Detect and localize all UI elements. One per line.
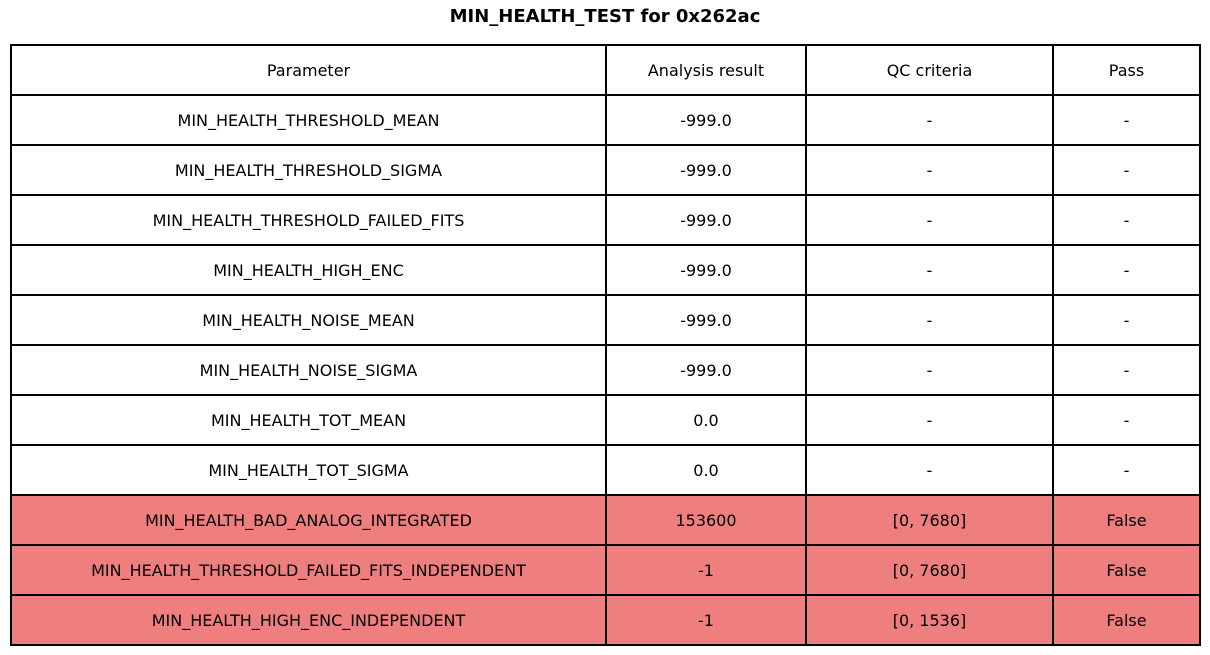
analysis-result-cell: -1 [605, 544, 807, 596]
qc-criteria-cell: [0, 7680] [805, 494, 1054, 546]
parameter-cell: MIN_HEALTH_TOT_SIGMA [10, 444, 607, 496]
qc-criteria-cell: [0, 1536] [805, 594, 1054, 646]
parameter-cell: MIN_HEALTH_THRESHOLD_FAILED_FITS_INDEPEN… [10, 544, 607, 596]
analysis-result-cell: 0.0 [605, 394, 807, 446]
analysis-result-cell: -999.0 [605, 244, 807, 296]
column-header-qc-criteria: QC criteria [805, 44, 1054, 96]
qc-criteria-cell: - [805, 194, 1054, 246]
analysis-result-cell: -999.0 [605, 194, 807, 246]
table-row: MIN_HEALTH_THRESHOLD_FAILED_FITS -999.0- - [10, 194, 1201, 246]
pass-cell: - [1052, 344, 1201, 396]
page-title: MIN_HEALTH_TEST for 0x262ac [449, 6, 761, 27]
parameter-cell: MIN_HEALTH_NOISE_SIGMA [10, 344, 607, 396]
table-row: MIN_HEALTH_HIGH_ENC -999.0- - [10, 244, 1201, 296]
table-row: MIN_HEALTH_NOISE_MEAN -999.0- - [10, 294, 1201, 346]
analysis-result-cell: 153600 [605, 494, 807, 546]
parameter-cell: MIN_HEALTH_THRESHOLD_FAILED_FITS [10, 194, 607, 246]
pass-cell: False [1052, 594, 1201, 646]
qc-criteria-cell: - [805, 444, 1054, 496]
parameter-cell: MIN_HEALTH_NOISE_MEAN [10, 294, 607, 346]
pass-cell: - [1052, 294, 1201, 346]
table-row: MIN_HEALTH_BAD_ANALOG_INTEGRATED 153600 [0… [10, 494, 1201, 546]
analysis-result-cell: -999.0 [605, 144, 807, 196]
qc-criteria-cell: - [805, 394, 1054, 446]
table-header: Parameter Analysis result QC criteria Pa… [10, 44, 1201, 96]
parameter-cell: MIN_HEALTH_THRESHOLD_MEAN [10, 94, 607, 146]
qc-criteria-cell: - [805, 344, 1054, 396]
table-row: MIN_HEALTH_THRESHOLD_MEAN -999.0- - [10, 94, 1201, 146]
qc-criteria-cell: - [805, 294, 1054, 346]
pass-cell: False [1052, 494, 1201, 546]
qc-criteria-cell: - [805, 94, 1054, 146]
table-row: MIN_HEALTH_HIGH_ENC_INDEPENDENT -1 [0, 153… [10, 594, 1201, 646]
column-header-analysis-result: Analysis result [605, 44, 807, 96]
analysis-result-cell: 0.0 [605, 444, 807, 496]
pass-cell: - [1052, 144, 1201, 196]
pass-cell: - [1052, 94, 1201, 146]
table-row: MIN_HEALTH_THRESHOLD_FAILED_FITS_INDEPEN… [10, 544, 1201, 596]
analysis-result-cell: -999.0 [605, 344, 807, 396]
column-header-parameter: Parameter [10, 44, 607, 96]
parameter-cell: MIN_HEALTH_BAD_ANALOG_INTEGRATED [10, 494, 607, 546]
qc-criteria-cell: [0, 7680] [805, 544, 1054, 596]
header-row: Parameter Analysis result QC criteria Pa… [10, 44, 1201, 96]
pass-cell: - [1052, 444, 1201, 496]
column-header-pass: Pass [1052, 44, 1201, 96]
analysis-result-cell: -999.0 [605, 294, 807, 346]
table-row: MIN_HEALTH_NOISE_SIGMA -999.0- - [10, 344, 1201, 396]
qc-criteria-cell: - [805, 244, 1054, 296]
analysis-result-cell: -999.0 [605, 94, 807, 146]
pass-cell: - [1052, 244, 1201, 296]
pass-cell: False [1052, 544, 1201, 596]
parameter-cell: MIN_HEALTH_HIGH_ENC_INDEPENDENT [10, 594, 607, 646]
pass-cell: - [1052, 194, 1201, 246]
parameter-cell: MIN_HEALTH_HIGH_ENC [10, 244, 607, 296]
table-row: MIN_HEALTH_TOT_MEAN 0.0- - [10, 394, 1201, 446]
table-row: MIN_HEALTH_TOT_SIGMA 0.0- - [10, 444, 1201, 496]
analysis-result-cell: -1 [605, 594, 807, 646]
parameter-cell: MIN_HEALTH_THRESHOLD_SIGMA [10, 144, 607, 196]
pass-cell: - [1052, 394, 1201, 446]
qc-criteria-cell: - [805, 144, 1054, 196]
table-row: MIN_HEALTH_THRESHOLD_SIGMA -999.0- - [10, 144, 1201, 196]
table-body: MIN_HEALTH_THRESHOLD_MEAN -999.0- - MIN_HEA… [10, 94, 1201, 646]
qc-results-table: Parameter Analysis result QC criteria Pa… [10, 44, 1201, 646]
parameter-cell: MIN_HEALTH_TOT_MEAN [10, 394, 607, 446]
